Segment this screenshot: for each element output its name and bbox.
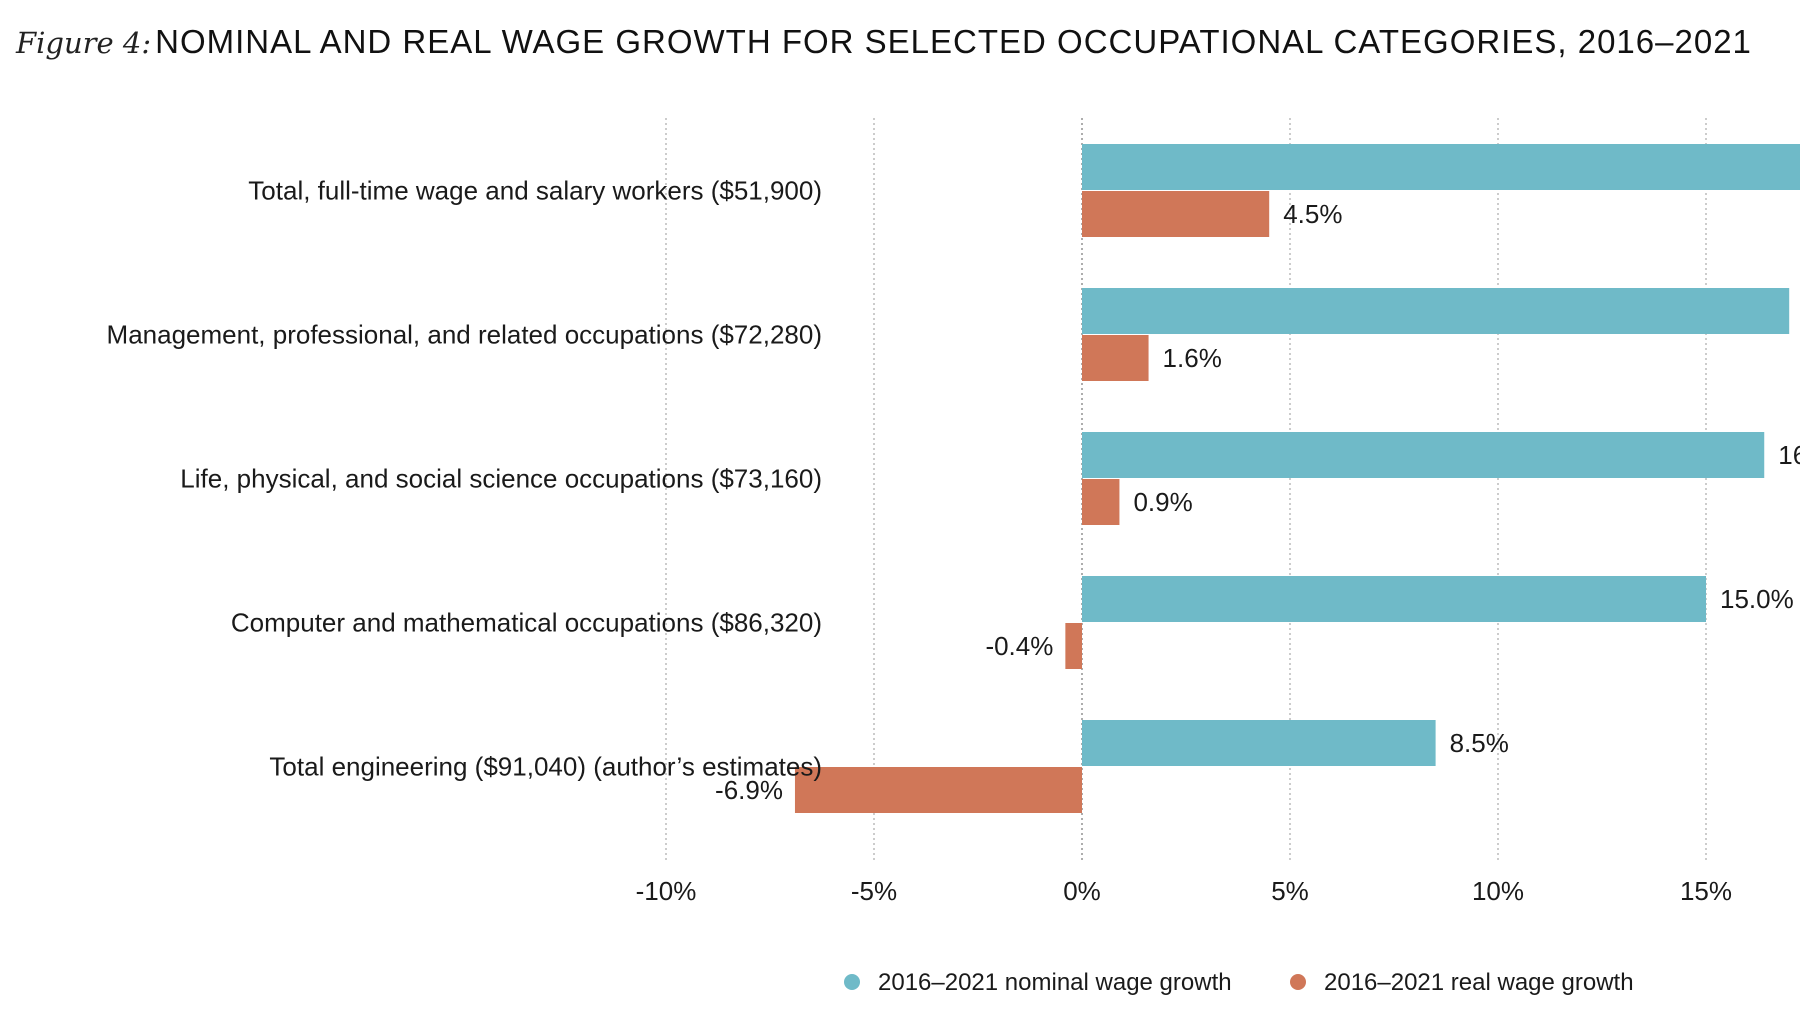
real-bar: [794, 767, 1082, 813]
real-bar: [1082, 479, 1120, 525]
real-value-label: 1.6%: [1163, 343, 1222, 373]
real-value-label: -6.9%: [715, 775, 783, 805]
nominal-bar: [1082, 144, 1800, 190]
category-labels: Total, full-time wage and salary workers…: [107, 176, 822, 782]
nominal-bar: [1082, 576, 1706, 622]
real-value-label: 4.5%: [1283, 199, 1342, 229]
x-axis-ticks: -10%-5%0%5%10%15%20%25%: [636, 876, 1732, 906]
nominal-bar: [1082, 432, 1765, 478]
legend-marker: [844, 974, 860, 990]
x-tick-label: 5%: [1271, 876, 1309, 906]
x-tick-label: 15%: [1680, 876, 1732, 906]
chart-title: NOMINAL AND REAL WAGE GROWTH FOR SELECTE…: [155, 23, 1752, 60]
x-tick-label: -10%: [636, 876, 697, 906]
legend-item-nominal: 2016–2021 nominal wage growth: [844, 969, 1232, 996]
data-labels: 20.0%4.5%17.0%1.6%16.4%0.9%15.0%-0.4%8.5…: [715, 199, 1800, 805]
bars: [794, 144, 1800, 813]
nominal-bar: [1082, 720, 1436, 766]
nominal-value-label: 16.4%: [1778, 440, 1800, 470]
nominal-bar: [1082, 288, 1790, 334]
legend-item-real: 2016–2021 real wage growth: [1290, 969, 1634, 996]
legend-label: 2016–2021 real wage growth: [1324, 969, 1634, 996]
real-value-label: 0.9%: [1133, 487, 1192, 517]
real-bar: [1082, 335, 1149, 381]
nominal-value-label: 15.0%: [1720, 584, 1794, 614]
figure-title: Figure 4: NOMINAL AND REAL WAGE GROWTH F…: [16, 14, 1786, 70]
category-label: Management, professional, and related oc…: [107, 320, 822, 350]
real-bar: [1082, 191, 1270, 237]
category-label: Total engineering ($91,040) (author’s es…: [269, 752, 822, 782]
x-tick-label: 0%: [1063, 876, 1101, 906]
x-tick-label: -5%: [851, 876, 897, 906]
category-label: Computer and mathematical occupations ($…: [231, 608, 822, 638]
real-bar: [1065, 623, 1082, 669]
nominal-value-label: 8.5%: [1450, 728, 1509, 758]
legend-label: 2016–2021 nominal wage growth: [878, 969, 1232, 996]
legend-marker: [1290, 974, 1306, 990]
category-label: Total, full-time wage and salary workers…: [248, 176, 822, 206]
real-value-label: -0.4%: [985, 631, 1053, 661]
legend: 2016–2021 nominal wage growth 2016–2021 r…: [844, 969, 1634, 996]
figure-number: Figure 4:: [16, 26, 152, 60]
category-label: Life, physical, and social science occup…: [180, 464, 822, 494]
x-tick-label: 10%: [1472, 876, 1524, 906]
